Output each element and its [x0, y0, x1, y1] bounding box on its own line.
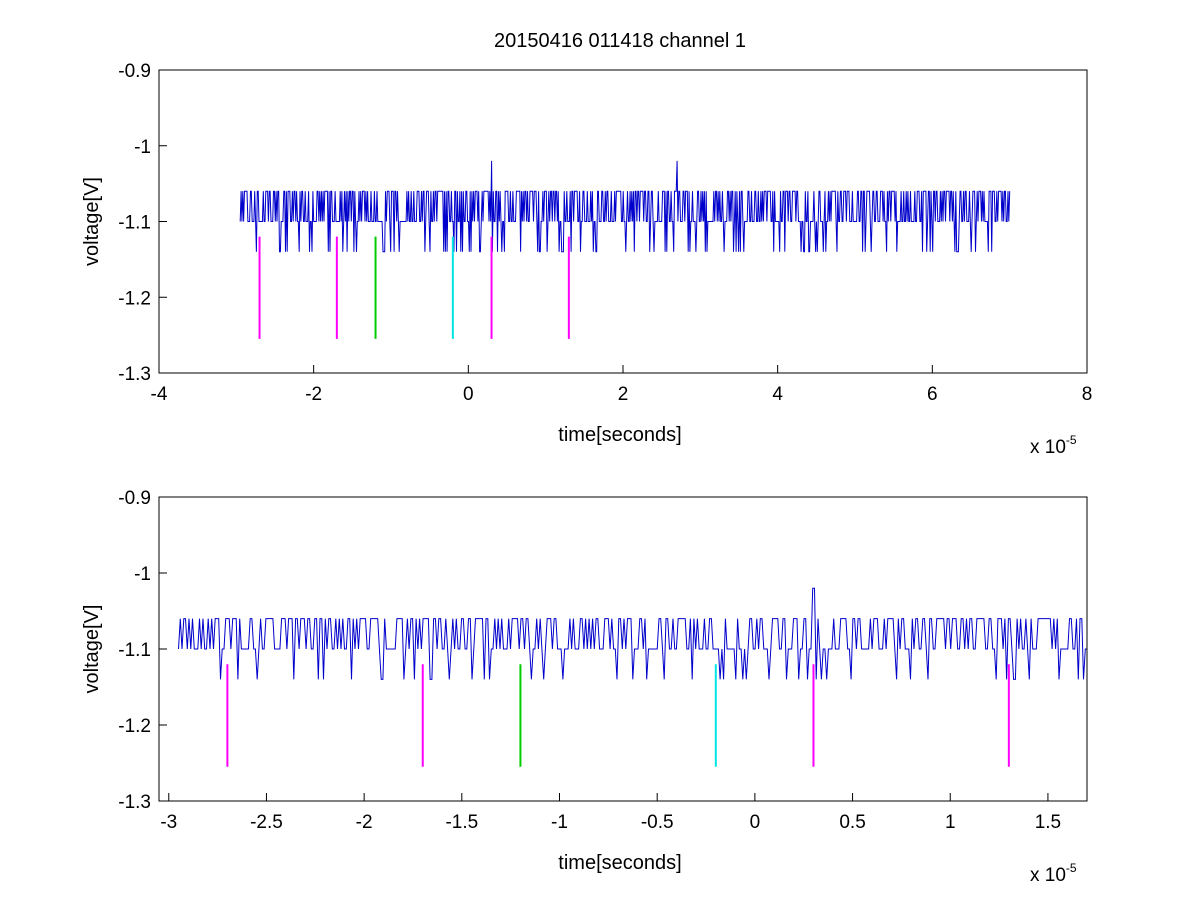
- bottom-ytick-label: -1.2: [118, 716, 151, 737]
- top-xtick-label: 2: [618, 384, 629, 405]
- bottom-xtick-label: -1.5: [445, 812, 478, 833]
- top-signal: [239, 160, 1011, 253]
- top-ytick-label: -1: [134, 137, 151, 158]
- top-x-exponent-power: -5: [1066, 433, 1077, 447]
- top-ytick-label: -1.3: [118, 364, 151, 385]
- top-xtick-label: 6: [927, 384, 938, 405]
- top-xlabel: time[seconds]: [558, 424, 681, 446]
- top-ylabel: voltage[V]: [81, 177, 103, 266]
- bottom-ytick-label: -1.3: [118, 792, 151, 813]
- top-axes-ticks: -4 -2 0 2 4 6 8 -0.9 -1 -1.1 -1.2 -1.3: [118, 61, 1092, 405]
- top-axes-frame: [158, 69, 1088, 374]
- top-markers: [258, 236, 570, 339]
- bottom-xtick-label: 1.5: [1035, 812, 1061, 833]
- top-xtick-label: 4: [772, 384, 783, 405]
- bottom-xtick-label: -2: [356, 812, 373, 833]
- bottom-x-exponent-base: x 10: [1030, 865, 1066, 886]
- bottom-axes-ticks: -3 -2.5 -2 -1.5 -1 -0.5 0 0.5 1 1.5 -0.9 -1 -1.1 -1.2…: [118, 488, 1087, 833]
- bottom-markers: [226, 664, 1010, 767]
- bottom-xtick-label: 1: [945, 812, 956, 833]
- bottom-xtick-label: -3: [160, 812, 177, 833]
- top-xtick-label: 8: [1082, 384, 1093, 405]
- bottom-ytick-label: -0.9: [118, 488, 151, 509]
- bottom-xtick-label: -2.5: [250, 812, 283, 833]
- bottom-axes-frame: [158, 496, 1088, 802]
- top-ytick-label: -1.2: [118, 288, 151, 309]
- bottom-xtick-label: 0: [750, 812, 761, 833]
- figure-title: 20150416 011418 channel 1: [494, 30, 746, 52]
- bottom-xtick-label: -1: [551, 812, 568, 833]
- bottom-ytick-label: -1: [134, 564, 151, 585]
- top-x-exponent: x 10-5: [1030, 433, 1077, 458]
- bottom-signal-line: [178, 587, 1087, 680]
- bottom-xtick-label: 0.5: [839, 812, 865, 833]
- bottom-ylabel: voltage[V]: [81, 605, 103, 694]
- top-ytick-label: -0.9: [118, 61, 151, 82]
- bottom-x-exponent: x 10-5: [1030, 861, 1077, 886]
- bottom-axes: -3 -2.5 -2 -1.5 -1 -0.5 0 0.5 1 1.5 -0.9 -1 -1.1 -1.2…: [81, 488, 1088, 886]
- top-xtick-label: -2: [305, 384, 322, 405]
- top-axes: -4 -2 0 2 4 6 8 -0.9 -1 -1.1 -1.2 -1.3 time[seconds…: [81, 61, 1092, 458]
- bottom-xtick-label: -0.5: [641, 812, 674, 833]
- bottom-ytick-label: -1.1: [118, 640, 151, 661]
- bottom-xlabel: time[seconds]: [558, 852, 681, 874]
- top-signal-line: [239, 160, 1011, 253]
- top-ytick-label: -1.1: [118, 213, 151, 234]
- top-xtick-label: 0: [463, 384, 474, 405]
- bottom-signal: [178, 587, 1087, 680]
- top-xtick-label: -4: [151, 384, 168, 405]
- bottom-x-exponent-power: -5: [1066, 861, 1077, 875]
- top-x-exponent-base: x 10: [1030, 437, 1066, 458]
